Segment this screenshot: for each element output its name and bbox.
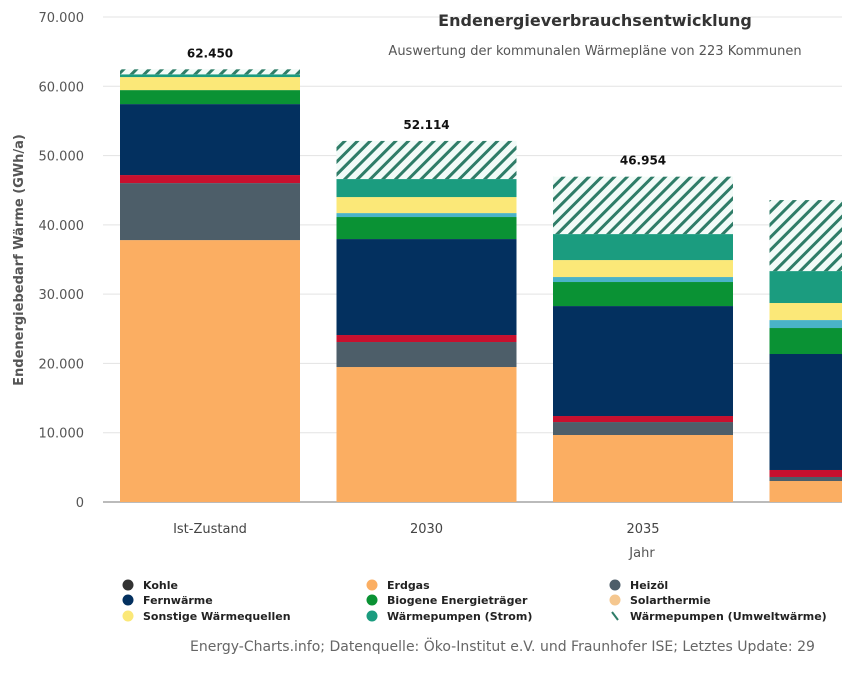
- bar-segment-series-2[interactable]: [336, 335, 517, 343]
- chart-subtitle: Auswertung der kommunalen Wärmepläne von…: [388, 44, 801, 59]
- legend-item[interactable]: Biogene Energieträger: [366, 594, 528, 607]
- bar-segment-wärmepumpen-strom-[interactable]: [769, 271, 842, 304]
- y-tick-label: 10.000: [39, 427, 85, 442]
- bar-segment-heizöl[interactable]: [553, 422, 733, 436]
- legend-item[interactable]: Solarthermie: [609, 594, 711, 607]
- bar-segment-series-2[interactable]: [769, 469, 842, 477]
- bar-segment-erdgas[interactable]: [553, 435, 733, 502]
- bar-segment-series-5[interactable]: [553, 277, 733, 283]
- legend-label: Biogene Energieträger: [387, 594, 528, 607]
- bar-segment-series-5[interactable]: [769, 320, 842, 329]
- bar-segment-sonstige-wärmequellen[interactable]: [769, 303, 842, 321]
- legend-circle-icon: [609, 594, 621, 606]
- bar-segment-sonstige-wärmequellen[interactable]: [120, 77, 300, 91]
- bar-segment-series-2[interactable]: [553, 416, 733, 423]
- legend-label: Wärmepumpen (Strom): [387, 610, 532, 623]
- bar-segment-erdgas[interactable]: [769, 481, 842, 502]
- bar-segment-fernwärme[interactable]: [553, 306, 733, 417]
- legend-label: Kohle: [143, 579, 178, 592]
- legend-label: Erdgas: [387, 579, 430, 592]
- x-axis-title: Jahr: [628, 546, 655, 561]
- legend-item[interactable]: Erdgas: [366, 579, 431, 592]
- bar-segment-wärmepumpen-umweltwärme-[interactable]: [120, 69, 300, 75]
- legend-label: Fernwärme: [143, 594, 213, 607]
- legend-circle-icon: [366, 594, 378, 606]
- legend-label: Solarthermie: [630, 594, 711, 607]
- legend-circle-icon: [366, 610, 378, 622]
- bar-segment-biogene-energieträger[interactable]: [336, 217, 517, 240]
- bar-segment-wärmepumpen-strom-[interactable]: [553, 234, 733, 261]
- y-tick-label: 60.000: [39, 80, 85, 95]
- legend-item[interactable]: Sonstige Wärmequellen: [122, 610, 291, 623]
- y-tick-label: 50.000: [39, 150, 85, 165]
- x-tick-label: 2035: [626, 522, 659, 537]
- legend-item[interactable]: Fernwärme: [122, 594, 213, 607]
- bar-segment-heizöl[interactable]: [769, 476, 842, 482]
- bar-segment-series-5[interactable]: [336, 213, 517, 218]
- credits[interactable]: Energy-Charts.info; Datenquelle: Öko-Ins…: [190, 637, 815, 655]
- total-label: 52.114: [403, 118, 449, 132]
- y-tick-label: 70.000: [39, 11, 85, 26]
- bar-segment-fernwärme[interactable]: [120, 104, 300, 176]
- legend-item[interactable]: Heizöl: [609, 579, 669, 592]
- bar-segment-biogene-energieträger[interactable]: [769, 328, 842, 355]
- bar-segment-sonstige-wärmequellen[interactable]: [336, 197, 517, 214]
- bar-segment-fernwärme[interactable]: [336, 239, 517, 336]
- legend-circle-icon: [122, 610, 134, 622]
- legend-circle-icon: [122, 579, 134, 591]
- bar-segment-wärmepumpen-umweltwärme-[interactable]: [553, 176, 733, 235]
- y-tick-label: 20.000: [39, 357, 85, 372]
- x-tick-label: Ist-Zustand: [173, 522, 247, 537]
- total-label: 62.450: [187, 46, 233, 60]
- legend-item[interactable]: Kohle: [122, 579, 178, 592]
- total-label: 46.954: [620, 154, 666, 168]
- legend-label: Sonstige Wärmequellen: [143, 610, 291, 623]
- legend-hatch-icon: [611, 611, 619, 621]
- chart-title: Endenergieverbrauchsentwicklung: [438, 11, 752, 30]
- bar-segment-heizöl[interactable]: [336, 342, 517, 368]
- legend-circle-icon: [122, 594, 134, 606]
- bar-segment-biogene-energieträger[interactable]: [120, 90, 300, 105]
- bar-segment-biogene-energieträger[interactable]: [553, 282, 733, 307]
- bar-segment-series-2[interactable]: [120, 175, 300, 184]
- y-axis-title: Endenergiebedarf Wärme (GWh/a): [12, 134, 27, 386]
- bar-segment-fernwärme[interactable]: [769, 354, 842, 470]
- bar-segment-wärmepumpen-strom-[interactable]: [120, 74, 300, 78]
- legend-circle-icon: [366, 579, 378, 591]
- bar-segment-wärmepumpen-strom-[interactable]: [336, 179, 517, 198]
- y-tick-label: 0: [76, 496, 84, 511]
- legend-label: Heizöl: [630, 579, 668, 592]
- y-tick-label: 30.000: [39, 288, 85, 303]
- legend-item[interactable]: Wärmepumpen (Strom): [366, 610, 533, 623]
- legend-item[interactable]: Wärmepumpen (Umweltwärme): [611, 610, 827, 623]
- bar-segment-wärmepumpen-umweltwärme-[interactable]: [336, 140, 517, 180]
- bar-segment-wärmepumpen-umweltwärme-[interactable]: [769, 200, 842, 272]
- y-tick-label: 40.000: [39, 219, 85, 234]
- bar-segment-erdgas[interactable]: [336, 367, 517, 502]
- legend-label: Wärmepumpen (Umweltwärme): [630, 610, 827, 623]
- legend-circle-icon: [609, 579, 621, 591]
- bar-segment-sonstige-wärmequellen[interactable]: [553, 260, 733, 278]
- bar-segment-erdgas[interactable]: [120, 240, 300, 502]
- bar-segment-heizöl[interactable]: [120, 183, 300, 241]
- x-tick-label: 2030: [410, 522, 443, 537]
